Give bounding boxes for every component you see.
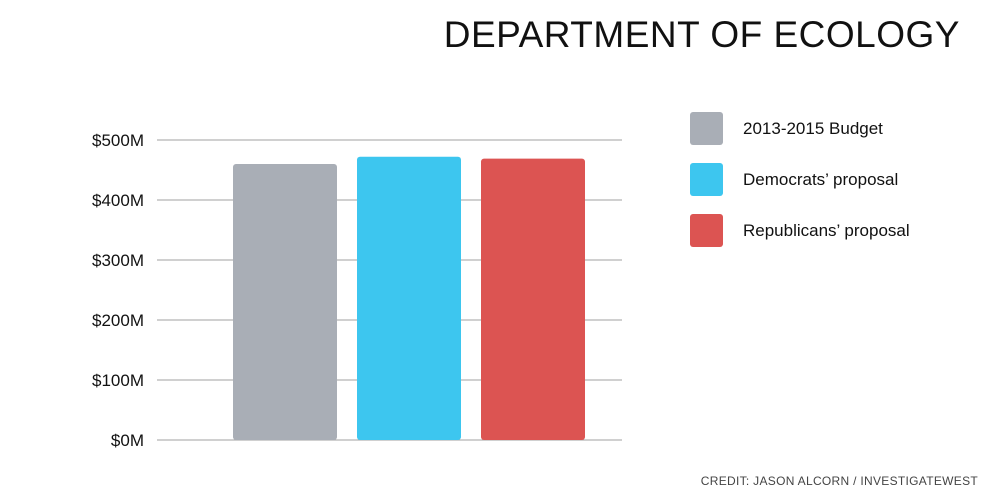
y-axis-tick-labels: $0M $100M $200M $300M $400M $500M [92, 131, 144, 450]
bar-2 [481, 158, 585, 440]
y-tick-label-100: $100M [92, 371, 144, 390]
legend-swatch-budget [690, 112, 723, 145]
bars [233, 156, 585, 441]
chart-title: DEPARTMENT OF ECOLOGY [443, 14, 960, 55]
legend-swatch-democrats [690, 163, 723, 196]
legend: 2013-2015 Budget Democrats’ proposal Rep… [690, 112, 910, 265]
bar-0 [233, 164, 337, 440]
legend-label-democrats: Democrats’ proposal [743, 169, 899, 189]
y-tick-label-0: $0M [111, 431, 144, 450]
y-tick-label-300: $300M [92, 251, 144, 270]
credit-line: CREDIT: JASON ALCORN / INVESTIGATEWEST [700, 474, 978, 488]
y-tick-label-500: $500M [92, 131, 144, 150]
y-tick-label-400: $400M [92, 191, 144, 210]
legend-item-democrats: Democrats’ proposal [690, 163, 910, 196]
legend-item-budget: 2013-2015 Budget [690, 112, 910, 145]
legend-item-republicans: Republicans’ proposal [690, 214, 910, 247]
legend-label-budget: 2013-2015 Budget [743, 118, 883, 138]
bar-1 [357, 156, 461, 441]
legend-label-republicans: Republicans’ proposal [743, 220, 910, 240]
legend-swatch-republicans [690, 214, 723, 247]
y-tick-label-200: $200M [92, 311, 144, 330]
